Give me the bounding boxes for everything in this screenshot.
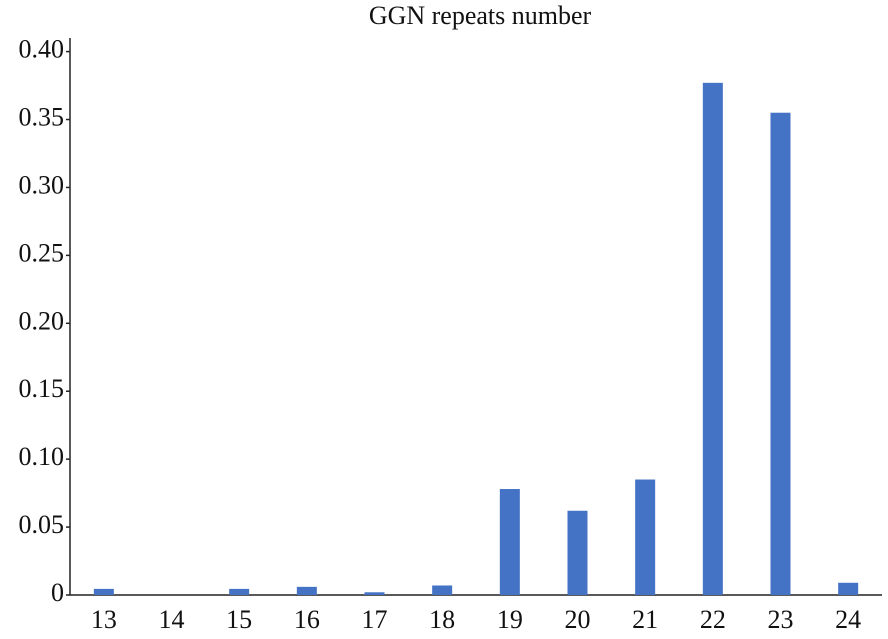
x-tick-label: 15: [226, 605, 252, 634]
x-tick-label: 16: [294, 605, 320, 634]
bar: [229, 588, 250, 595]
x-tick-label: 20: [565, 605, 591, 634]
x-tick-label: 21: [632, 605, 658, 634]
bar: [567, 510, 588, 595]
bar: [838, 582, 859, 595]
bar: [770, 112, 791, 595]
y-tick-label: 0.30: [19, 170, 65, 199]
bar: [296, 586, 317, 595]
x-tick-label: 14: [159, 605, 185, 634]
y-tick-label: 0.20: [19, 306, 65, 335]
x-tick-label: 22: [700, 605, 726, 634]
bar: [432, 585, 453, 595]
y-tick-label: 0.05: [19, 510, 65, 539]
x-tick-label: 19: [497, 605, 523, 634]
y-tick-label: 0.10: [19, 442, 65, 471]
bar: [702, 82, 723, 595]
bar: [93, 588, 114, 595]
x-tick-label: 17: [362, 605, 388, 634]
x-tick-label: 13: [91, 605, 117, 634]
bar: [635, 479, 656, 595]
x-tick-label: 18: [429, 605, 455, 634]
y-tick-label: 0.40: [19, 35, 65, 64]
x-tick-label: 23: [768, 605, 794, 634]
y-tick-label: 0.15: [19, 374, 65, 403]
bar: [499, 489, 520, 595]
y-tick-label: 0.35: [19, 102, 65, 131]
y-tick-label: 0: [51, 578, 64, 607]
bar: [364, 592, 385, 595]
chart-title: GGN repeats number: [369, 1, 592, 30]
y-tick-label: 0.25: [19, 238, 65, 267]
x-tick-label: 24: [835, 605, 861, 634]
